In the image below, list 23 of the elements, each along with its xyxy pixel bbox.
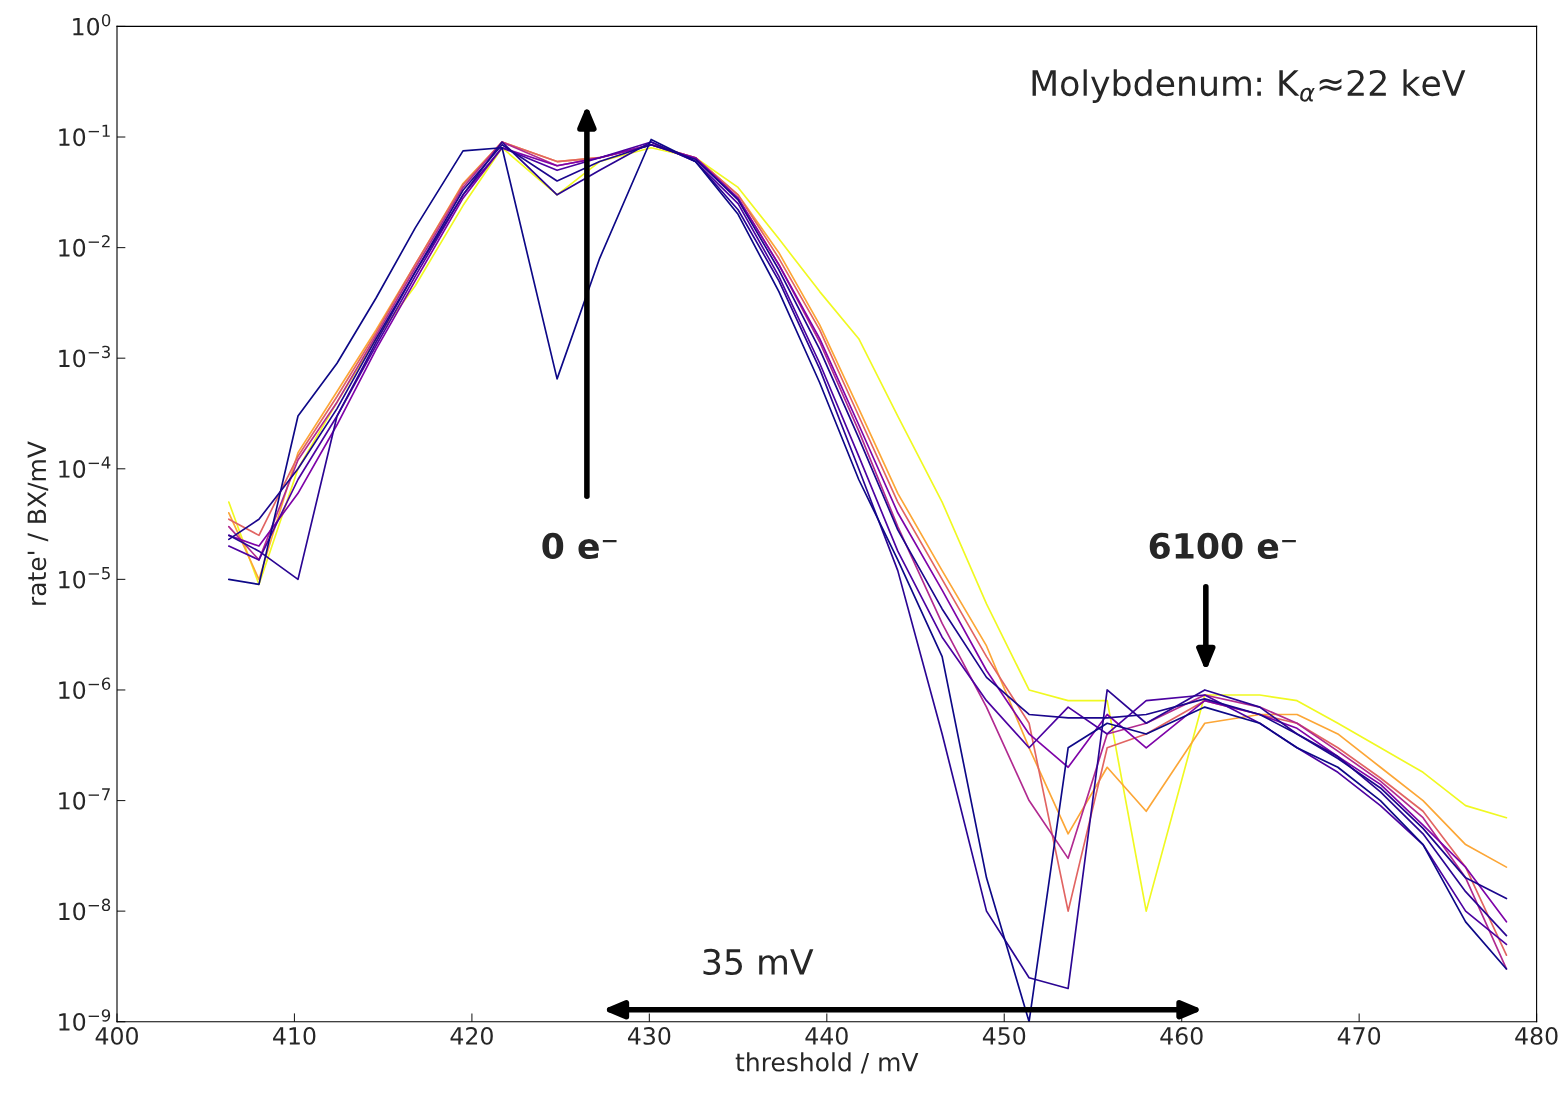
x-tick-label: 420 (450, 1027, 493, 1045)
y-tick-label: 10$^{−7}$ (59, 788, 110, 810)
y-tick-label: 10$^{−3}$ (59, 345, 110, 368)
y-tick-label: 10$^{−6}$ (59, 677, 111, 700)
annotation: Molybdenum: K$_{α}$≈22 keV (1032, 69, 1466, 103)
x-tick-label: 460 (1160, 1027, 1203, 1045)
x-axis-title: threshold / mV (735, 1052, 919, 1074)
annotation: 35 mV (703, 948, 814, 976)
y-tick-label: 10$^{−1}$ (59, 124, 110, 147)
y-tick-label: 10$^{−4}$ (59, 456, 111, 478)
y-axis-title: rate' / BX/mV (27, 441, 49, 605)
x-tick-label: 470 (1337, 1027, 1381, 1045)
annotation: 6100 e⁻ (1149, 532, 1296, 560)
y-tick-label: 10$^{−8}$ (59, 898, 111, 921)
y-tick-label: 10$^{−2}$ (59, 235, 110, 257)
x-tick-label: 410 (273, 1027, 316, 1045)
y-tick-label: 10$^{−5}$ (59, 567, 110, 589)
x-tick-label: 450 (982, 1027, 1026, 1045)
annotation: 0 e⁻ (542, 532, 617, 560)
x-tick-label: 430 (627, 1027, 671, 1045)
x-tick-label: 480 (1515, 1027, 1558, 1045)
y-tick-label: 10$^{0}$ (73, 13, 111, 36)
x-tick-label: 440 (805, 1027, 848, 1045)
